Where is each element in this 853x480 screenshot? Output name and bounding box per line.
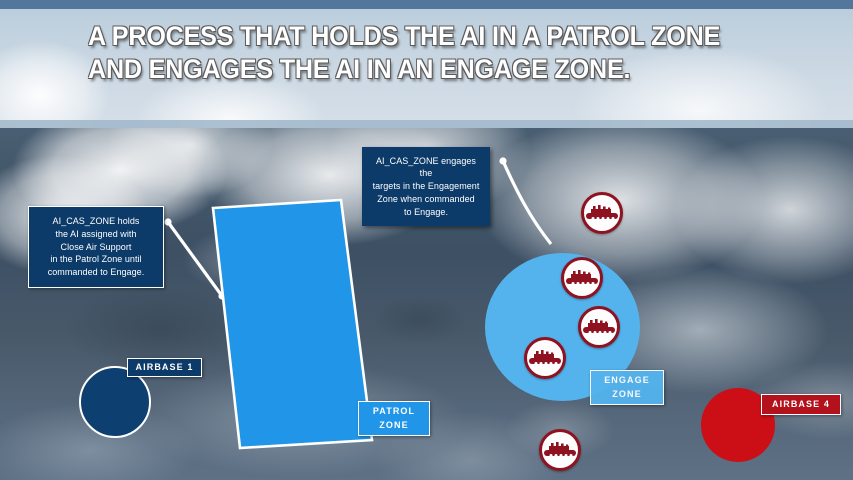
unit-ring: [578, 306, 620, 348]
unit-ring: [561, 257, 603, 299]
tank-glyph: [544, 442, 576, 457]
hostile-ground-unit-icon[interactable]: [561, 257, 603, 299]
tank-glyph: [566, 270, 598, 285]
tank-glyph: [583, 319, 615, 334]
callout-engage[interactable]: AI_CAS_ZONE engages the targets in the E…: [362, 147, 490, 226]
label-patrol-zone[interactable]: PATROL ZONE: [358, 401, 430, 436]
label-airbase-4[interactable]: AIRBASE 4: [761, 394, 841, 415]
patrol-zone-shape[interactable]: [200, 190, 395, 465]
header-sky-image: [0, 0, 853, 128]
hostile-ground-unit-icon[interactable]: [578, 306, 620, 348]
tank-glyph: [529, 350, 561, 365]
slide-header-band: [0, 0, 853, 128]
airbase-1-shape[interactable]: [79, 366, 151, 438]
header-bottom-rule: [0, 120, 853, 128]
hostile-ground-unit-icon[interactable]: [581, 192, 623, 234]
tank-glyph: [586, 205, 618, 220]
slide-title: A PROCESS THAT HOLDS THE AI IN A PATROL …: [88, 21, 721, 85]
unit-ring: [539, 429, 581, 471]
label-airbase-1[interactable]: AIRBASE 1: [127, 358, 202, 377]
label-engage-zone[interactable]: ENGAGE ZONE: [590, 370, 664, 405]
header-top-rule: [0, 0, 853, 9]
hostile-ground-unit-icon[interactable]: [539, 429, 581, 471]
hostile-ground-unit-icon[interactable]: [524, 337, 566, 379]
callout-patrol[interactable]: AI_CAS_ZONE holds the AI assigned with C…: [28, 206, 164, 288]
